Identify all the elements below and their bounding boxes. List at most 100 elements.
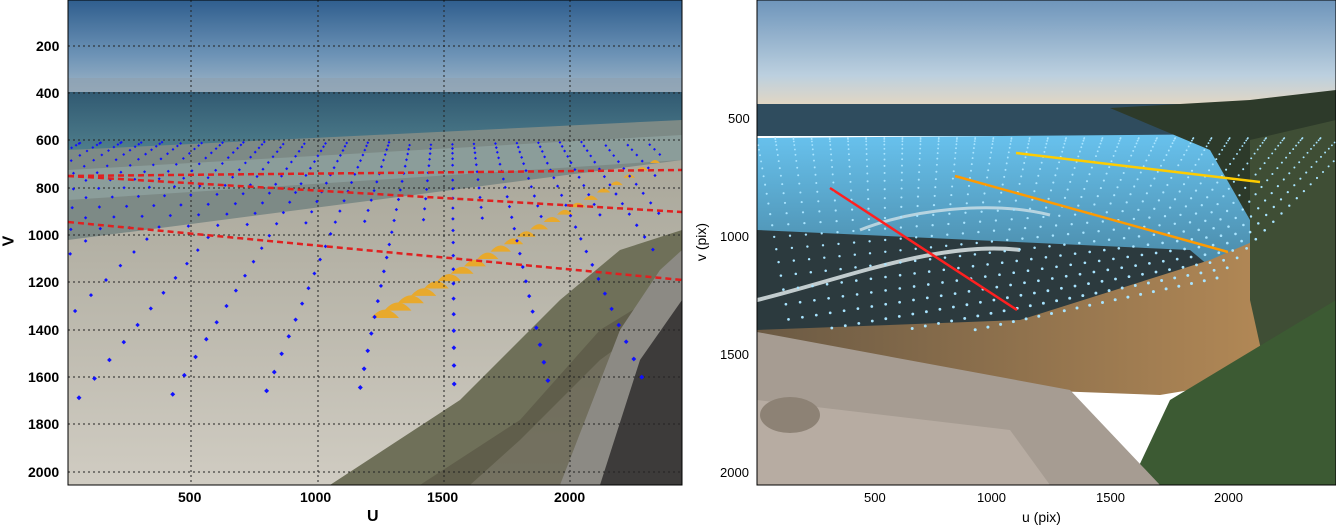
grid-point [848, 165, 851, 168]
grid-point [83, 216, 88, 220]
grid-point [328, 232, 333, 236]
grid-point [407, 147, 411, 151]
grid-point [977, 230, 980, 234]
grid-point [387, 140, 391, 144]
grid-point [1264, 213, 1268, 217]
grid-point [833, 199, 836, 202]
grid-point [784, 302, 788, 306]
grid-point [98, 141, 102, 145]
grid-point [97, 205, 102, 209]
grid-point [1113, 194, 1116, 197]
grid-point [585, 149, 589, 153]
grid-point [122, 186, 126, 190]
grid-point [899, 226, 903, 229]
grid-point [539, 214, 543, 219]
grid-point [147, 185, 151, 189]
grid-point [760, 160, 763, 163]
grid-point [1133, 185, 1136, 188]
grid-point [451, 146, 454, 150]
grid-point [451, 163, 455, 167]
grid-point [914, 247, 917, 251]
grid-point [1142, 165, 1145, 168]
grid-point [473, 151, 477, 155]
grid-point [1178, 190, 1181, 193]
grid-point [761, 167, 764, 170]
grid-point [838, 254, 841, 258]
grid-point [1280, 161, 1283, 164]
grid-point [151, 163, 155, 167]
grid-point [866, 188, 869, 191]
grid-point [323, 244, 328, 249]
grid-point [937, 143, 940, 146]
grid-point [378, 283, 384, 288]
grid-point [1254, 237, 1258, 241]
grid-point [801, 211, 805, 214]
grid-point [1208, 169, 1211, 172]
grid-point [883, 158, 886, 161]
grid-point [865, 147, 868, 150]
grid-point [612, 154, 616, 158]
grid-point [1248, 200, 1251, 203]
umbrella [477, 252, 499, 259]
grid-point [1037, 279, 1040, 283]
grid-point [1037, 314, 1041, 318]
grid-point [971, 264, 975, 268]
grid-point [1194, 212, 1198, 215]
grid-point [84, 196, 88, 200]
grid-point [996, 209, 999, 212]
grid-point [1249, 215, 1253, 218]
grid-point [883, 179, 886, 182]
grid-point [224, 303, 229, 309]
grid-point [1279, 198, 1283, 201]
grid-point [161, 290, 166, 295]
grid-point [133, 145, 137, 149]
grid-point [259, 246, 264, 250]
grid-point [771, 224, 774, 227]
grid-point [847, 143, 850, 146]
grid-point [100, 153, 104, 157]
grid-point [973, 140, 976, 143]
left-ytick: 800 [36, 180, 60, 196]
grid-point [954, 157, 956, 160]
grid-point [901, 143, 904, 146]
umbrella [397, 295, 424, 304]
grid-point [372, 188, 376, 193]
grid-point [1064, 138, 1067, 140]
grid-point [1009, 143, 1012, 145]
grid-point [527, 293, 532, 299]
grid-point [495, 150, 499, 154]
grid-point [204, 336, 209, 342]
grid-point [883, 197, 886, 200]
grid-point [782, 288, 785, 291]
grid-point [598, 213, 602, 217]
grid-point [787, 223, 790, 226]
grid-point [796, 166, 799, 169]
grid-point [498, 162, 502, 166]
grid-point [867, 197, 870, 201]
grid-point [1096, 195, 1099, 198]
umbrella [583, 195, 598, 200]
grid-point [1225, 266, 1229, 270]
grid-point [925, 296, 929, 300]
grid-point [1217, 251, 1221, 255]
umbrella [610, 181, 623, 186]
grid-point [999, 322, 1003, 326]
grid-point [573, 225, 578, 229]
grid-point [769, 213, 772, 216]
grid-point [1101, 220, 1104, 223]
grid-point [312, 160, 316, 164]
grid-point [1219, 218, 1222, 221]
grid-point [968, 176, 972, 180]
grid-point [198, 184, 202, 188]
grid-point [781, 183, 784, 186]
grid-point [1082, 231, 1085, 234]
grid-point [1227, 225, 1230, 228]
grid-point [1276, 185, 1279, 188]
grid-point [1083, 138, 1085, 140]
grid-point [107, 357, 112, 363]
grid-point [1299, 139, 1302, 142]
grid-point [281, 210, 286, 215]
grid-point [261, 167, 265, 171]
grid-point [1270, 191, 1273, 195]
grid-point [306, 286, 311, 291]
